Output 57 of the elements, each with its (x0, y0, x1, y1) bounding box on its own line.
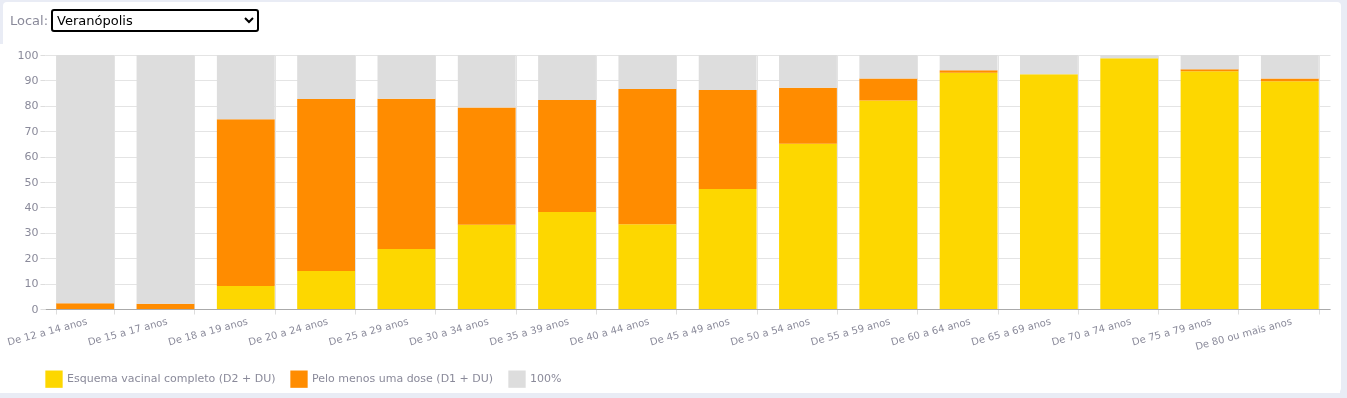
bar (939, 72, 998, 309)
bar (779, 143, 837, 309)
bar (538, 99, 596, 212)
bar (377, 249, 436, 309)
y-tick-label: 70 (24, 124, 39, 138)
x-tick-label: De 40 a 44 anos (568, 315, 651, 348)
location-dropdown: Veranópolis (51, 9, 260, 32)
x-tick-label: De 30 a 34 anos (407, 315, 490, 348)
y-tick-label: 40 (24, 200, 39, 214)
bar (377, 98, 436, 250)
bar (698, 189, 757, 309)
y-tick-label: 20 (24, 251, 39, 265)
bar (698, 90, 757, 190)
y-tick-label: 90 (24, 73, 39, 87)
bar (939, 70, 998, 73)
bar (779, 87, 837, 144)
bar (136, 303, 195, 309)
y-tick-label: 10 (24, 277, 39, 291)
y-tick-label: 30 (24, 226, 39, 240)
x-tick-label: De 60 a 64 anos (889, 315, 972, 348)
bar (56, 303, 115, 309)
bar (457, 107, 516, 225)
bar (1180, 69, 1239, 72)
bar (216, 285, 275, 309)
bar (297, 270, 356, 309)
text: Local: (10, 13, 49, 28)
y-tick-label: 60 (24, 150, 39, 164)
legend-label: Pelo menos uma dose (D1 + DU) (312, 372, 494, 386)
bar (859, 78, 918, 101)
x-tick-label: De 20 a 24 anos (247, 315, 330, 348)
bar (1100, 58, 1159, 309)
bar (457, 224, 516, 309)
y-tick-label: 0 (31, 302, 39, 316)
bar (538, 211, 596, 309)
bar (618, 224, 677, 309)
y-tick-label: 50 (24, 175, 39, 189)
x-tick-label: De 65 a 69 anos (969, 315, 1052, 348)
bar (216, 119, 275, 286)
x-tick-label: De 15 a 17 anos (86, 315, 169, 348)
legend-label: 100% (530, 372, 562, 386)
x-tick-label: De 70 a 74 anos (1050, 315, 1133, 348)
y-tick-label: 100 (17, 48, 39, 62)
bar (1019, 74, 1078, 309)
x-tick-label: De 18 a 19 anos (166, 315, 249, 348)
y-tick-label: 80 (24, 99, 39, 113)
x-tick-label: De 55 a 59 anos (809, 315, 892, 348)
bar (859, 100, 918, 309)
bar (1180, 71, 1239, 309)
x-tick-label: De 35 a 39 anos (488, 315, 571, 348)
bar (1260, 81, 1319, 309)
legend-label: Esquema vacinal completo (D2 + DU) (67, 372, 276, 386)
x-tick-label: De 45 a 49 anos (648, 315, 731, 348)
bar (618, 89, 677, 225)
x-tick-label: De 50 a 54 anos (729, 315, 812, 348)
bar (297, 98, 356, 271)
x-tick-label: De 12 a 14 anos (6, 315, 89, 348)
x-tick-label: De 25 a 29 anos (327, 315, 410, 348)
